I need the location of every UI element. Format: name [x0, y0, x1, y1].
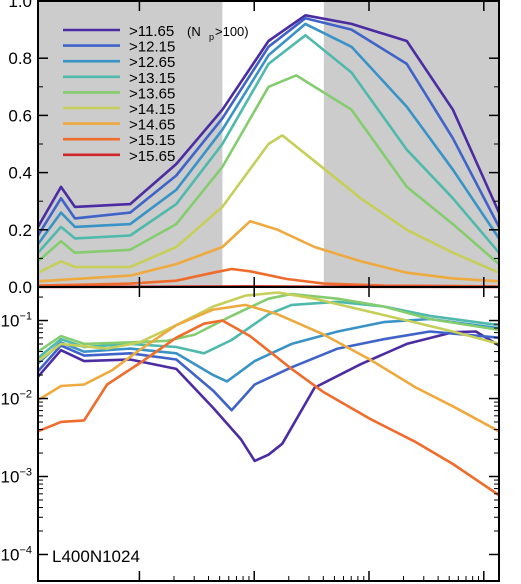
- bottom-ytick-label-3: 10−4: [1, 544, 32, 564]
- top-series-line-5: [37, 134, 500, 274]
- legend-label-2: >12.65: [129, 54, 175, 71]
- top-series-line-1: [36, 16, 501, 237]
- bottom-series-line-6: [37, 303, 500, 433]
- legend-note-0: (N: [187, 24, 201, 39]
- top-series-lines: [36, 14, 501, 289]
- top-ytick-label-3: 0.6: [8, 106, 32, 125]
- bottom-series-lines: [37, 291, 500, 497]
- shaded-band-1: [323, 1, 499, 287]
- bottom-ytick-label-2: 10−3: [1, 467, 32, 487]
- top-ytick-label-2: 0.4: [8, 164, 32, 183]
- run-annotation: L400N1024: [52, 547, 140, 566]
- bottom-series-line-1: [37, 330, 500, 412]
- top-axis-ticks: 0.0 0.2 0.4 0.6 0.8 1.0: [8, 0, 499, 297]
- bottom-series-line-7: [37, 319, 500, 497]
- legend-label-7: >15.15: [129, 132, 175, 149]
- legend-label-1: >12.15: [129, 39, 175, 56]
- legend-note-sub-0: p: [209, 32, 214, 42]
- bottom-panel: 10−1 10−2 10−3 10−4 L400N1024: [1, 286, 500, 582]
- top-series-line-3: [37, 33, 500, 254]
- top-ytick-label-4: 0.8: [8, 49, 32, 68]
- legend-label-8: >15.65: [129, 148, 175, 165]
- legend-label-4: >13.65: [129, 85, 175, 102]
- top-series-line-2: [36, 22, 501, 245]
- bottom-ytick-label-0: 10−1: [1, 311, 32, 331]
- top-series-line-6: [37, 219, 500, 283]
- legend: >11.65 (N p >100)>12.15>12.65>13.15>13.65>1…: [63, 23, 249, 165]
- legend-label-3: >13.15: [129, 70, 175, 87]
- top-series-line-0: [36, 14, 501, 228]
- top-panel: 0.00.20.40.60.81.0 >11.65 (N p >100)>12.15>…: [8, 0, 501, 297]
- bottom-series-line-4: [37, 292, 500, 353]
- legend-note-end-0: >100): [215, 24, 249, 39]
- bottom-series-line-0: [37, 330, 500, 463]
- top-ytick-label-5: 1.0: [8, 0, 32, 11]
- bottom-axis-ticks: 10−1 10−2 10−3 10−4: [1, 287, 499, 581]
- bottom-series-line-5: [37, 291, 500, 363]
- bottom-series-line-2: [37, 317, 500, 383]
- bottom-plot-frame: [37, 286, 500, 582]
- top-ytick-label-0: 0.0: [8, 278, 32, 297]
- top-series-line-4: [37, 74, 500, 266]
- legend-label-0: >11.65: [129, 23, 174, 40]
- top-ytick-label-1: 0.2: [8, 221, 32, 240]
- bottom-ytick-label-1: 10−2: [1, 389, 32, 409]
- legend-label-6: >14.65: [129, 117, 175, 134]
- legend-label-5: >14.15: [129, 101, 175, 118]
